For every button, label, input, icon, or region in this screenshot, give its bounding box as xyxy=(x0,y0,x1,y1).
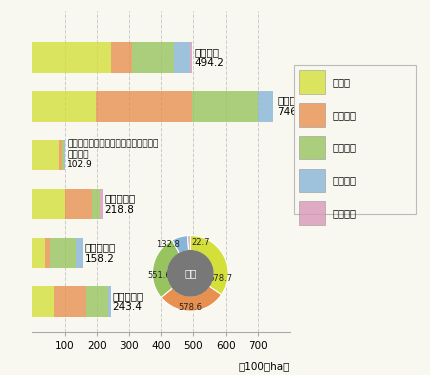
Bar xyxy=(108,286,111,317)
Wedge shape xyxy=(161,286,221,311)
Text: 132.8: 132.8 xyxy=(156,240,179,249)
Bar xyxy=(45,238,50,268)
Bar xyxy=(32,42,111,73)
FancyBboxPatch shape xyxy=(299,136,325,159)
Text: 農業目的: 農業目的 xyxy=(332,142,356,153)
Bar xyxy=(54,286,86,317)
Text: 578.6: 578.6 xyxy=(178,303,202,312)
Wedge shape xyxy=(153,240,179,297)
Bar xyxy=(190,42,192,73)
Bar xyxy=(32,238,45,268)
FancyBboxPatch shape xyxy=(299,201,325,225)
Bar xyxy=(32,140,59,170)
Wedge shape xyxy=(187,236,190,250)
Bar xyxy=(111,42,132,73)
Text: アジア
746.9: アジア 746.9 xyxy=(277,96,307,117)
Wedge shape xyxy=(172,236,189,254)
Bar xyxy=(32,189,64,219)
Bar xyxy=(32,91,96,122)
Text: 過剰開発: 過剰開発 xyxy=(332,176,356,185)
Text: オーストラリア、ニュージーランド、
近隣諸島
102.9: オーストラリア、ニュージーランド、 近隣諸島 102.9 xyxy=(67,140,158,170)
Bar xyxy=(92,189,100,219)
Bar xyxy=(59,140,62,170)
FancyBboxPatch shape xyxy=(294,65,416,214)
Text: 678.7: 678.7 xyxy=(209,274,233,284)
FancyBboxPatch shape xyxy=(299,168,325,192)
FancyBboxPatch shape xyxy=(299,103,325,127)
Bar xyxy=(64,140,65,170)
Bar xyxy=(132,42,174,73)
Text: 世界: 世界 xyxy=(184,268,197,278)
Circle shape xyxy=(168,251,213,296)
Text: ヨーロッパ
218.8: ヨーロッパ 218.8 xyxy=(104,193,136,215)
Text: 北アメリカ
158.2: 北アメリカ 158.2 xyxy=(85,242,116,264)
Text: 過放牧: 過放牧 xyxy=(332,77,350,87)
Bar xyxy=(174,42,190,73)
Text: 22.7: 22.7 xyxy=(192,238,210,247)
Wedge shape xyxy=(190,236,228,295)
FancyBboxPatch shape xyxy=(299,70,325,94)
Bar xyxy=(96,91,192,122)
Bar xyxy=(258,91,273,122)
Bar xyxy=(32,286,54,317)
Text: アフリカ
494.2: アフリカ 494.2 xyxy=(194,47,224,68)
Text: 生物産業: 生物産業 xyxy=(332,208,356,218)
Bar xyxy=(62,140,64,170)
Bar xyxy=(76,238,83,268)
Bar xyxy=(50,238,76,268)
Text: （100万ha）: （100万ha） xyxy=(239,361,290,371)
Bar xyxy=(100,189,103,219)
Text: 森林破壊: 森林破壊 xyxy=(332,110,356,120)
Bar xyxy=(192,91,258,122)
Text: 南アメリカ
243.4: 南アメリカ 243.4 xyxy=(112,291,144,312)
Bar xyxy=(64,189,92,219)
Bar xyxy=(86,286,108,317)
Text: 551.6: 551.6 xyxy=(147,271,171,280)
